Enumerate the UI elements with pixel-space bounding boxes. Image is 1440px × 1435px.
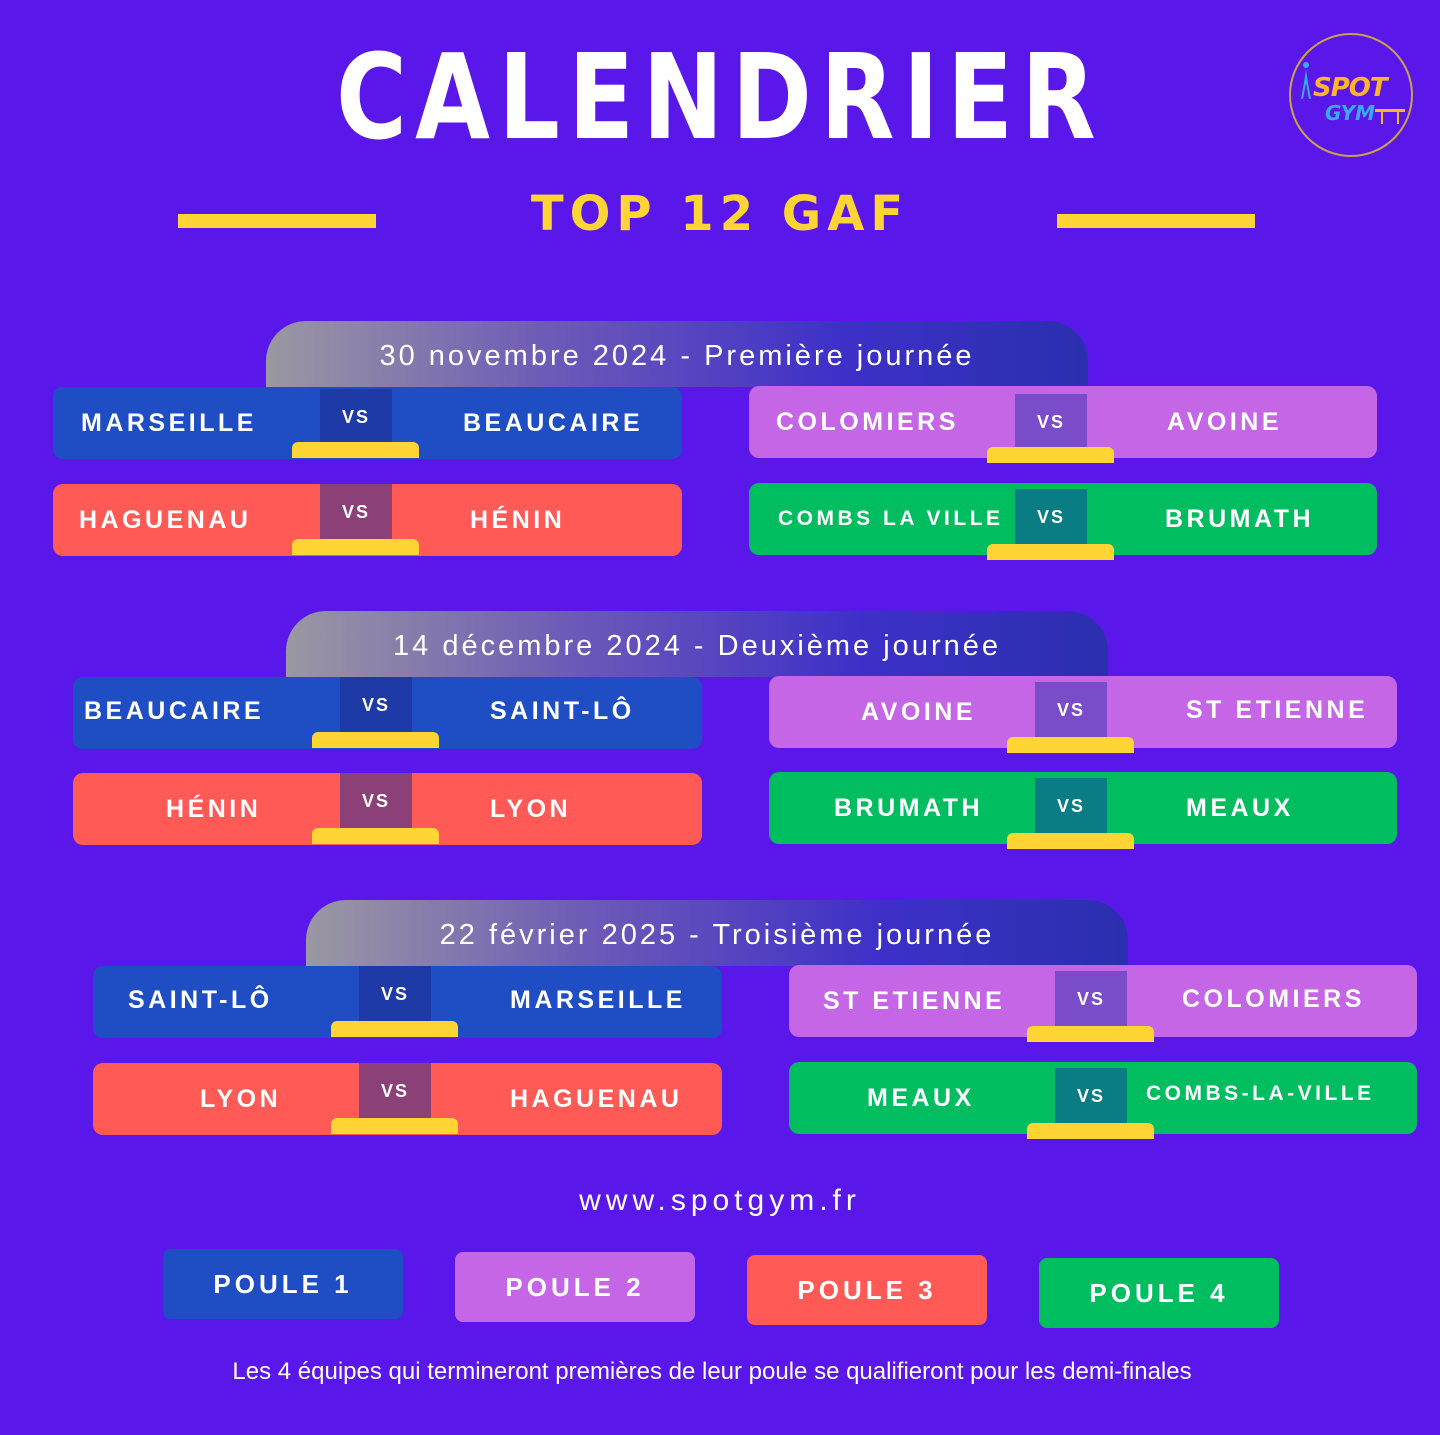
home-team: LYON	[200, 1085, 282, 1113]
away-team: SAINT-LÔ	[490, 697, 635, 725]
away-team: LYON	[490, 795, 572, 823]
home-team: COMBS LA VILLE	[778, 507, 1004, 530]
vs-underline	[312, 732, 439, 748]
away-team: ST ETIENNE	[1186, 696, 1369, 724]
poule-2-badge: POULE 2	[455, 1252, 695, 1322]
vs-underline	[1007, 737, 1134, 753]
match-card: BRUMATH VS MEAUX	[769, 772, 1397, 849]
away-team: HÉNIN	[470, 506, 566, 534]
poule-4-badge: POULE 4	[1039, 1258, 1279, 1328]
logo-text-spot: SPOT	[1313, 73, 1388, 103]
vs-underline	[331, 1021, 458, 1037]
match-card: COMBS LA VILLE VS BRUMATH	[749, 483, 1377, 560]
match-card: HAGUENAU VS HÉNIN	[53, 484, 682, 556]
home-team: BRUMATH	[834, 794, 984, 822]
spotgym-logo: SPOT GYM	[1289, 33, 1413, 157]
away-team: MEAUX	[1186, 794, 1294, 822]
title-rule-right	[1057, 214, 1255, 228]
vs-underline	[1027, 1026, 1154, 1042]
match-card: SAINT-LÔ VS MARSEILLE	[93, 966, 722, 1038]
match-card: MEAUX VS COMBS-LA-VILLE	[789, 1062, 1417, 1139]
title-rule-left	[178, 214, 376, 228]
home-team: ST ETIENNE	[823, 987, 1006, 1015]
vs-badge: VS	[1035, 682, 1107, 742]
vs-underline	[292, 442, 419, 458]
gymnast-icon	[1301, 62, 1311, 100]
vs-underline	[331, 1118, 458, 1134]
away-team: MARSEILLE	[510, 986, 686, 1014]
home-team: SAINT-LÔ	[128, 986, 273, 1014]
home-team: HAGUENAU	[79, 506, 252, 534]
website-url: www.spotgym.fr	[579, 1184, 861, 1217]
vs-badge: VS	[1055, 1068, 1127, 1128]
home-team: HÉNIN	[166, 795, 262, 823]
main-title: CALENDRIER	[335, 28, 1105, 166]
vs-badge: VS	[1015, 489, 1087, 549]
vs-underline	[987, 544, 1114, 560]
vs-badge: VS	[1055, 971, 1127, 1031]
home-team: BEAUCAIRE	[84, 697, 265, 725]
match-card: MARSEILLE VS BEAUCAIRE	[53, 387, 682, 459]
home-team: AVOINE	[861, 698, 976, 726]
home-team: MEAUX	[867, 1084, 975, 1112]
day-header-3: 22 février 2025 - Troisième journée	[306, 900, 1128, 966]
vs-badge: VS	[320, 484, 392, 544]
vs-underline	[987, 447, 1114, 463]
vs-underline	[292, 539, 419, 555]
away-team: BRUMATH	[1165, 505, 1315, 533]
logo-text-gym: GYM	[1325, 101, 1375, 125]
balance-beam-icon	[1375, 109, 1405, 124]
match-card: COLOMIERS VS AVOINE	[749, 386, 1377, 463]
match-card: HÉNIN VS LYON	[73, 773, 702, 845]
home-team: COLOMIERS	[776, 408, 959, 436]
day-header-1: 30 novembre 2024 - Première journée	[266, 321, 1088, 387]
away-team: HAGUENAU	[510, 1085, 683, 1113]
vs-badge: VS	[1035, 778, 1107, 838]
vs-underline	[1027, 1123, 1154, 1139]
footnote: Les 4 équipes qui termineront premières …	[232, 1358, 1192, 1385]
match-card: ST ETIENNE VS COLOMIERS	[789, 965, 1417, 1042]
home-team: MARSEILLE	[81, 409, 257, 437]
vs-underline	[312, 828, 439, 844]
away-team: BEAUCAIRE	[463, 409, 644, 437]
vs-badge: VS	[359, 1063, 431, 1123]
vs-badge: VS	[340, 677, 412, 737]
vs-badge: VS	[1015, 394, 1087, 454]
vs-badge: VS	[359, 966, 431, 1026]
away-team: COLOMIERS	[1182, 985, 1365, 1013]
poule-1-badge: POULE 1	[163, 1249, 403, 1319]
vs-badge: VS	[340, 773, 412, 833]
vs-badge: VS	[320, 389, 392, 449]
poule-3-badge: POULE 3	[747, 1255, 987, 1325]
vs-underline	[1007, 833, 1134, 849]
subtitle: TOP 12 GAF	[530, 186, 910, 242]
match-card: AVOINE VS ST ETIENNE	[769, 676, 1397, 753]
match-card: BEAUCAIRE VS SAINT-LÔ	[73, 677, 702, 749]
away-team: COMBS-LA-VILLE	[1146, 1082, 1375, 1105]
away-team: AVOINE	[1167, 408, 1282, 436]
match-card: LYON VS HAGUENAU	[93, 1063, 722, 1135]
day-header-2: 14 décembre 2024 - Deuxième journée	[286, 611, 1108, 677]
